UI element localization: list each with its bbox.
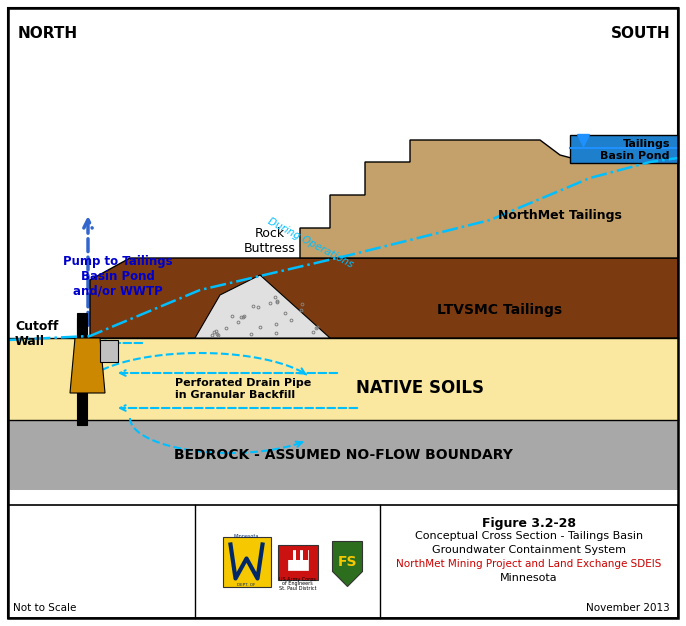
Text: Not to Scale: Not to Scale: [13, 603, 76, 613]
Text: Rock
Buttress: Rock Buttress: [244, 227, 296, 255]
Text: of Engineers: of Engineers: [282, 582, 313, 587]
Text: NORTH: NORTH: [18, 26, 78, 41]
Text: Minnesota: Minnesota: [500, 573, 558, 583]
Bar: [303, 550, 307, 560]
Bar: [278, 545, 318, 580]
Polygon shape: [570, 135, 678, 163]
Text: November 2013: November 2013: [587, 603, 670, 613]
Bar: [287, 550, 292, 560]
Bar: [8, 420, 678, 490]
Text: During Operations: During Operations: [265, 217, 355, 270]
Bar: [77, 313, 87, 425]
Text: Cutoff
Wall: Cutoff Wall: [15, 320, 58, 348]
Bar: [8, 490, 678, 505]
Bar: [8, 338, 678, 420]
Text: Tailings
Basin Pond: Tailings Basin Pond: [600, 139, 670, 161]
Polygon shape: [195, 275, 330, 338]
Bar: [222, 536, 270, 587]
Text: BEDROCK - ASSUMED NO-FLOW BOUNDARY: BEDROCK - ASSUMED NO-FLOW BOUNDARY: [174, 448, 512, 462]
Text: NorthMet Mining Project and Land Exchange SDEIS: NorthMet Mining Project and Land Exchang…: [397, 559, 662, 569]
Text: Minnesota: Minnesota: [234, 535, 259, 540]
Bar: [296, 550, 300, 560]
Polygon shape: [333, 541, 362, 587]
Text: Groundwater Containment System: Groundwater Containment System: [432, 545, 626, 555]
Text: NorthMet Tailings: NorthMet Tailings: [498, 208, 622, 222]
Text: SOUTH: SOUTH: [611, 26, 670, 41]
Text: Figure 3.2-28: Figure 3.2-28: [482, 517, 576, 530]
Text: NATIVE SOILS: NATIVE SOILS: [356, 379, 484, 397]
Text: St. Paul District: St. Paul District: [279, 585, 316, 590]
Bar: [100, 340, 118, 362]
Text: Pump to Tailings
Basin Pond
and/or WWTP: Pump to Tailings Basin Pond and/or WWTP: [63, 255, 173, 298]
Text: Perforated Drain Pipe
in Granular Backfill: Perforated Drain Pipe in Granular Backfi…: [175, 378, 311, 399]
Text: DEPT. OF: DEPT. OF: [237, 583, 256, 587]
Text: LTVSMC Tailings: LTVSMC Tailings: [438, 303, 563, 317]
Text: FS: FS: [338, 555, 357, 568]
Bar: [77, 318, 87, 343]
Text: Conceptual Cross Section - Tailings Basin: Conceptual Cross Section - Tailings Basi…: [415, 531, 643, 541]
Polygon shape: [90, 258, 678, 338]
Bar: [287, 550, 307, 570]
Polygon shape: [70, 338, 105, 393]
Polygon shape: [300, 140, 678, 258]
Bar: [8, 505, 678, 618]
Text: US Army Corps: US Army Corps: [279, 578, 316, 583]
